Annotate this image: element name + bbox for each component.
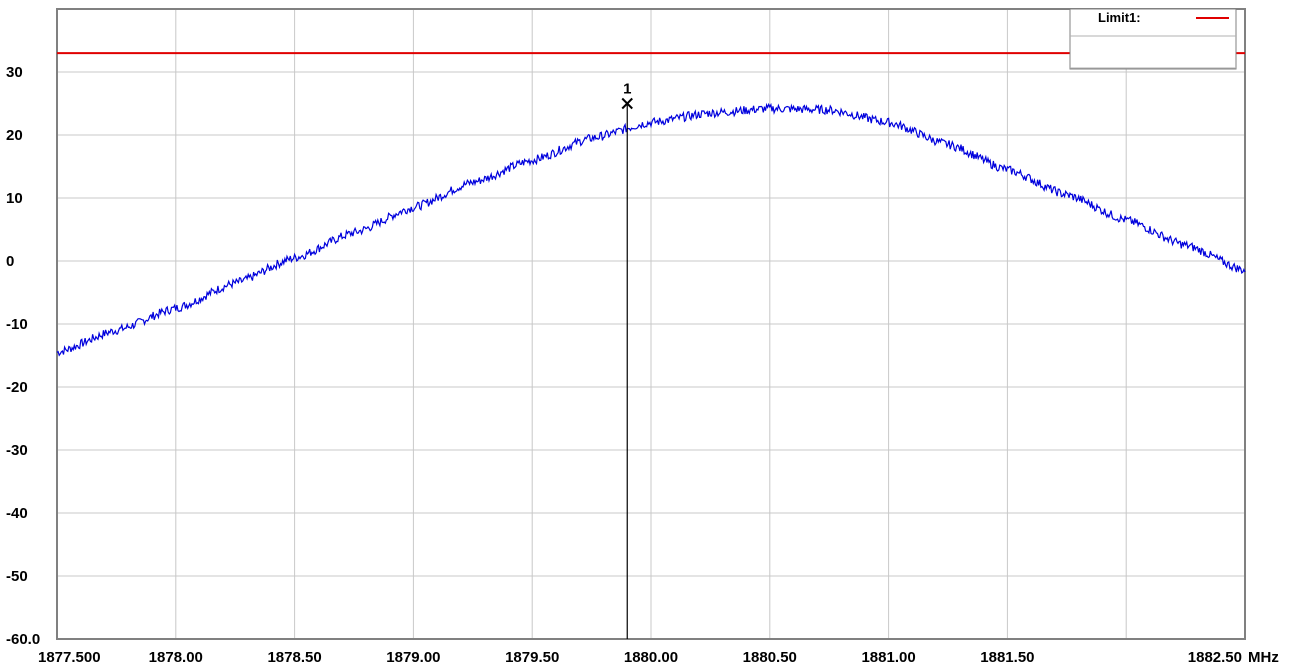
x-tick-label: 1878.50 bbox=[267, 649, 321, 666]
x-tick-label: 1879.00 bbox=[386, 649, 440, 666]
y-tick-label: -30 bbox=[6, 442, 28, 459]
x-tick-label: 1881.00 bbox=[861, 649, 915, 666]
y-tick-label: 10 bbox=[6, 190, 23, 207]
y-tick-label: 0 bbox=[6, 253, 14, 270]
x-tick-label: 1880.50 bbox=[743, 649, 797, 666]
x-tick-label: 1880.00 bbox=[624, 649, 678, 666]
marker-x-stroke bbox=[621, 97, 633, 110]
x-axis-unit: MHz bbox=[1248, 649, 1279, 666]
marker-x-icon bbox=[621, 97, 633, 110]
y-axis-ticks: 30 20 10 0 -10 -20 -30 -40 -50 -60.0 bbox=[6, 64, 40, 648]
y-tick-label: 20 bbox=[6, 127, 23, 144]
y-tick-label: -40 bbox=[6, 505, 28, 522]
x-tick-label: 1879.50 bbox=[505, 649, 559, 666]
legend-label-limit1: Limit1: bbox=[1098, 10, 1141, 25]
trace-line bbox=[56, 102, 1246, 357]
x-tick-label: 1878.00 bbox=[149, 649, 203, 666]
y-tick-label: -50 bbox=[6, 568, 28, 585]
plot-frame bbox=[56, 8, 1246, 640]
x-axis-ticks: 1877.500 1878.00 1878.50 1879.00 1879.50 1880… bbox=[38, 649, 1242, 666]
y-tick-label: -20 bbox=[6, 379, 28, 396]
x-tick-label: 1877.500 bbox=[38, 649, 101, 666]
y-tick-label: 30 bbox=[6, 64, 23, 81]
legend: Limit1: bbox=[1069, 8, 1237, 70]
x-tick-label: 1881.50 bbox=[980, 649, 1034, 666]
grid-lines bbox=[57, 9, 1245, 639]
x-tick-label: 1882.50 bbox=[1188, 649, 1242, 666]
y-tick-label: -10 bbox=[6, 316, 28, 333]
marker-label: 1 bbox=[623, 81, 631, 98]
y-tick-label: -60.0 bbox=[6, 631, 40, 648]
